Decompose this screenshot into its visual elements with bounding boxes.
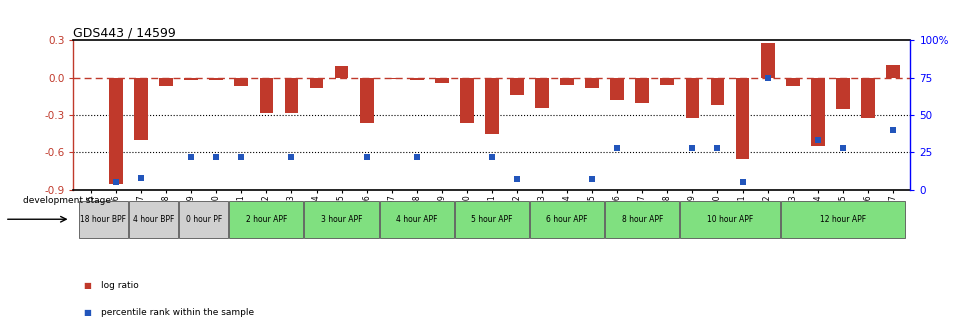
Bar	[680, 201, 778, 238]
Bar	[304, 201, 378, 238]
Bar	[529, 201, 603, 238]
Text: 8 hour APF: 8 hour APF	[621, 215, 662, 224]
Text: ■: ■	[83, 308, 91, 317]
Bar	[835, 78, 849, 109]
Bar	[259, 78, 273, 113]
Bar	[510, 78, 523, 95]
Bar	[179, 201, 228, 238]
Bar	[184, 78, 198, 80]
Bar	[604, 201, 679, 238]
Bar	[635, 78, 648, 102]
Bar	[410, 78, 423, 80]
Text: ■: ■	[83, 281, 91, 290]
Text: 0 hour PF: 0 hour PF	[186, 215, 222, 224]
Text: 18 hour BPF: 18 hour BPF	[80, 215, 126, 224]
Bar	[885, 65, 899, 78]
Bar	[384, 78, 398, 79]
Text: log ratio: log ratio	[101, 281, 139, 290]
Bar	[334, 67, 348, 78]
Text: 4 hour APF: 4 hour APF	[396, 215, 437, 224]
Bar	[285, 78, 298, 113]
Text: 12 hour APF: 12 hour APF	[819, 215, 865, 224]
Bar	[559, 78, 573, 85]
Bar	[159, 78, 173, 86]
Bar	[134, 78, 148, 140]
Bar	[609, 78, 624, 100]
Bar	[585, 78, 599, 88]
Bar	[685, 78, 698, 118]
Text: 10 hour APF: 10 hour APF	[706, 215, 752, 224]
Text: 4 hour BPF: 4 hour BPF	[133, 215, 174, 224]
Bar	[810, 78, 823, 146]
Text: 5 hour APF: 5 hour APF	[470, 215, 512, 224]
Bar	[779, 201, 904, 238]
Bar	[710, 78, 724, 105]
Bar	[535, 78, 549, 108]
Bar	[734, 78, 749, 159]
Bar	[229, 201, 303, 238]
Bar	[209, 78, 223, 80]
Bar	[434, 78, 448, 83]
Bar	[379, 201, 454, 238]
Bar	[484, 78, 499, 134]
Bar	[785, 78, 799, 86]
Text: development stage: development stage	[23, 196, 111, 205]
Bar	[660, 78, 674, 85]
Text: 2 hour APF: 2 hour APF	[245, 215, 287, 224]
Text: 6 hour APF: 6 hour APF	[546, 215, 587, 224]
Bar	[860, 78, 874, 118]
Text: percentile rank within the sample: percentile rank within the sample	[101, 308, 253, 317]
Bar	[359, 78, 374, 123]
Bar	[109, 78, 123, 183]
Bar	[79, 201, 128, 238]
Text: 3 hour APF: 3 hour APF	[321, 215, 362, 224]
Bar	[760, 43, 774, 78]
Bar	[455, 201, 528, 238]
Text: GDS443 / 14599: GDS443 / 14599	[73, 26, 176, 39]
Bar	[460, 78, 473, 123]
Bar	[234, 78, 248, 86]
Bar	[129, 201, 178, 238]
Bar	[309, 78, 323, 88]
